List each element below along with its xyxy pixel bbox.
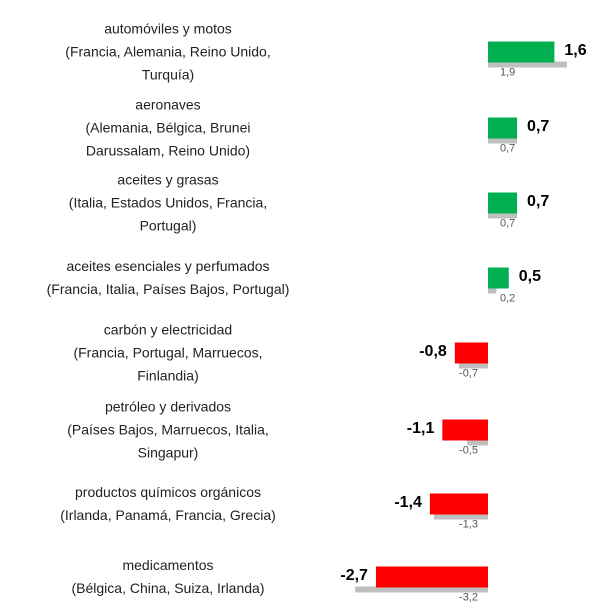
bar	[488, 192, 518, 214]
value-label: 0,7	[527, 118, 549, 135]
prev-bar	[458, 362, 488, 369]
category-label: petróleo y derivados	[105, 399, 231, 415]
category-label: automóviles y motos	[104, 21, 232, 37]
category-label: Turquía)	[142, 67, 194, 83]
category-label: medicamentos	[122, 557, 213, 573]
prev-bar	[434, 513, 488, 520]
bar	[488, 117, 518, 139]
bar	[375, 566, 488, 588]
value-label: 0,5	[519, 268, 541, 285]
prev-bar	[355, 586, 488, 593]
category-label: aeronaves	[135, 97, 200, 113]
category-label: aceites esenciales y perfumados	[66, 258, 269, 274]
prev-bar	[488, 137, 518, 144]
prev-value-label: -0,7	[459, 367, 478, 379]
category-label: Darussalam, Reino Unido)	[86, 143, 250, 159]
value-label: 0,7	[527, 193, 549, 210]
bar	[488, 41, 555, 63]
category-label: productos químicos orgánicos	[75, 484, 261, 500]
category-label: (Italia, Estados Unidos, Francia,	[69, 195, 267, 211]
category-label: (Francia, Italia, Países Bajos, Portugal…	[47, 281, 290, 297]
category-label: (Francia, Portugal, Marruecos,	[73, 345, 262, 361]
bar	[442, 419, 488, 441]
value-label: -0,8	[419, 343, 447, 360]
category-label: Singapur)	[138, 445, 199, 461]
category-label: (Alemania, Bélgica, Brunei	[86, 120, 251, 136]
prev-value-label: 0,7	[500, 217, 515, 229]
category-label: Finlandia)	[137, 368, 198, 384]
value-label: -1,4	[394, 494, 422, 511]
prev-bar	[488, 287, 497, 294]
category-label: (Francia, Alemania, Reino Unido,	[65, 44, 270, 60]
value-label: 1,6	[564, 42, 586, 59]
bar	[488, 267, 509, 289]
prev-bar	[488, 61, 567, 68]
category-label: carbón y electricidad	[104, 322, 232, 338]
prev-bar	[488, 212, 518, 219]
prev-value-label: -3,2	[459, 591, 478, 603]
category-label: (Irlanda, Panamá, Francia, Grecia)	[60, 507, 276, 523]
category-label: Portugal)	[140, 218, 197, 234]
category-label: (Países Bajos, Marruecos, Italia,	[67, 422, 269, 438]
bar	[429, 493, 488, 515]
bar	[454, 342, 488, 364]
prev-value-label: 1,9	[500, 66, 515, 78]
prev-value-label: 0,7	[500, 142, 515, 154]
prev-bar	[467, 439, 488, 446]
prev-value-label: 0,2	[500, 292, 515, 304]
value-label: -1,1	[407, 420, 435, 437]
prev-value-label: -0,5	[459, 444, 478, 456]
prev-value-label: -1,3	[459, 518, 478, 530]
category-label: aceites y grasas	[117, 172, 218, 188]
category-label: (Bélgica, China, Suiza, Irlanda)	[72, 580, 265, 596]
value-label: -2,7	[340, 567, 368, 584]
